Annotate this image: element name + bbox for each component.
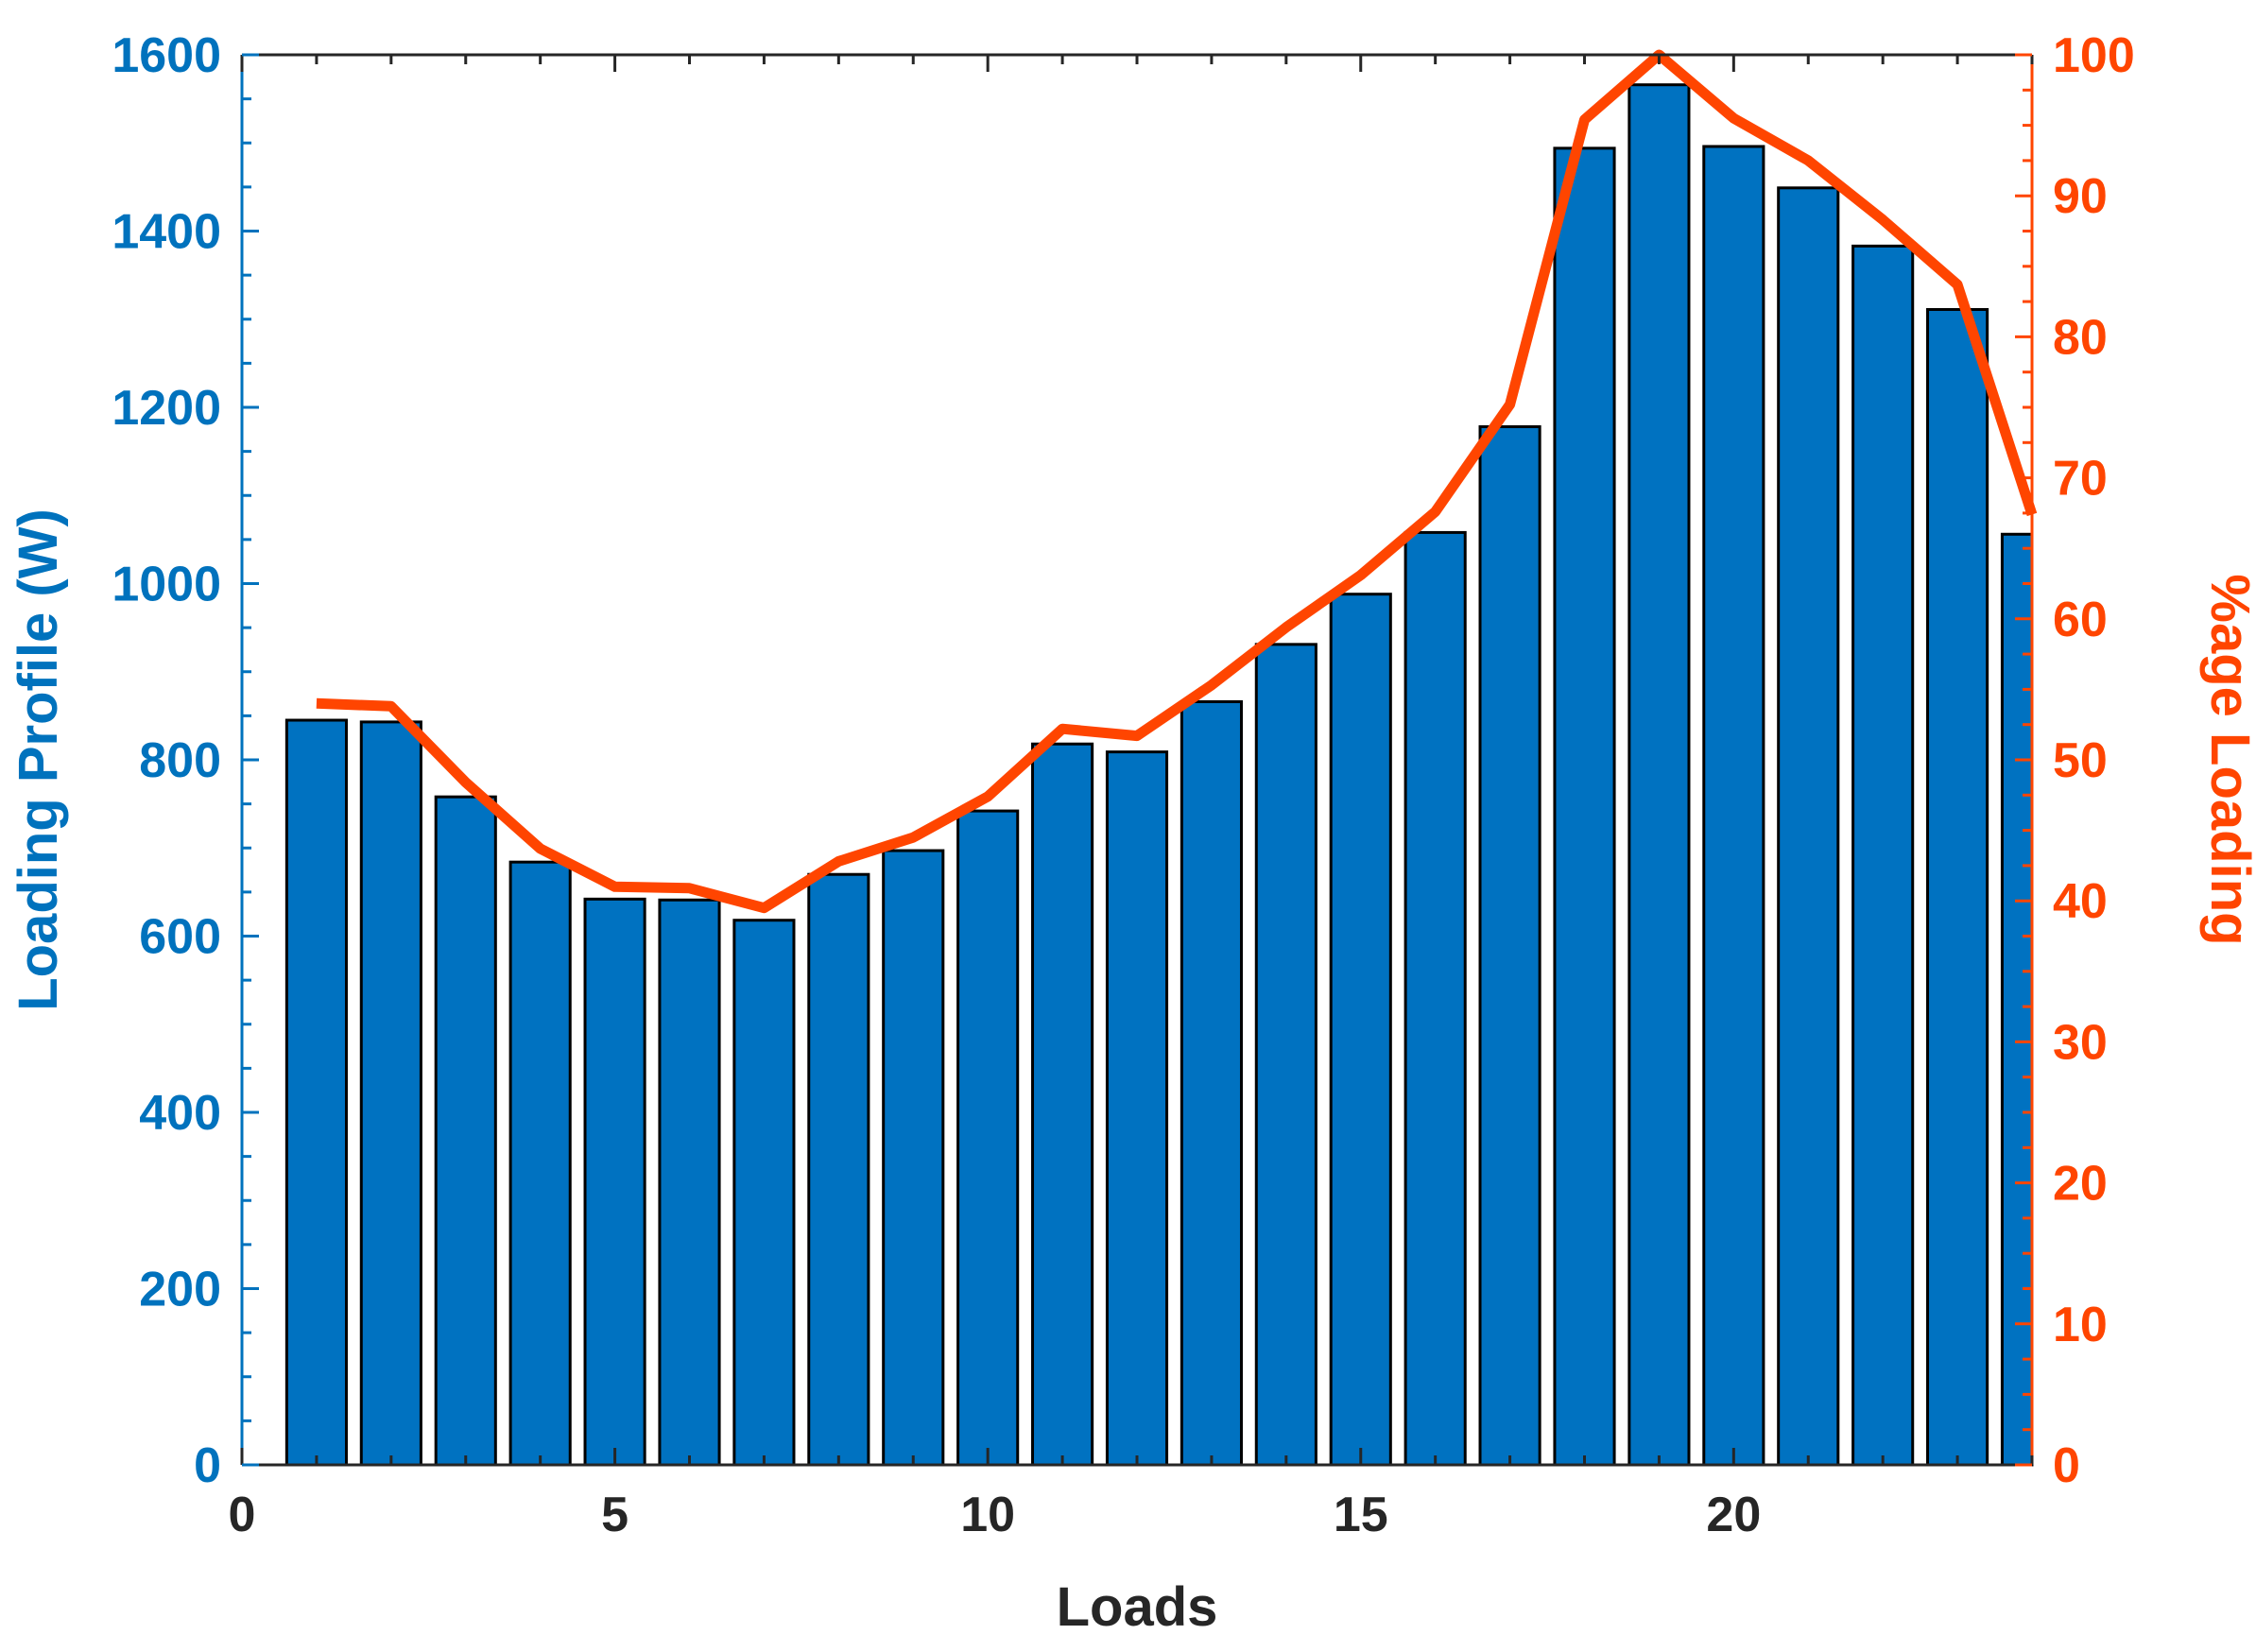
left-y-tick-label: 0 bbox=[194, 1438, 221, 1493]
right-y-tick-label: 20 bbox=[2053, 1157, 2108, 1212]
right-y-tick-label: 30 bbox=[2053, 1015, 2108, 1070]
bar-3 bbox=[434, 795, 497, 1467]
x-axis-title: Loads bbox=[1057, 1576, 1218, 1638]
bar-series bbox=[284, 83, 2034, 1467]
bar-18 bbox=[1553, 146, 1616, 1467]
right-y-tick-label: 40 bbox=[2053, 874, 2108, 929]
bar-22 bbox=[1851, 244, 1915, 1467]
x-tick-label: 5 bbox=[601, 1488, 629, 1542]
bar-4 bbox=[508, 860, 572, 1467]
bar-8 bbox=[807, 872, 870, 1467]
bar-2 bbox=[359, 720, 422, 1467]
bar-21 bbox=[1777, 186, 1840, 1467]
right-y-tick-label: 80 bbox=[2053, 310, 2108, 365]
bar-13 bbox=[1180, 699, 1243, 1467]
bar-7 bbox=[732, 919, 796, 1467]
bar-9 bbox=[882, 849, 945, 1467]
bar-5 bbox=[583, 897, 646, 1467]
left-y-tick-label: 600 bbox=[139, 910, 221, 965]
left-y-axis-title: Loading Profile (W) bbox=[8, 508, 69, 1011]
left-y-tick-label: 1600 bbox=[112, 28, 221, 83]
bar-17 bbox=[1478, 425, 1541, 1467]
right-y-tick-label: 50 bbox=[2053, 733, 2108, 788]
bar-19 bbox=[1627, 83, 1691, 1467]
bar-11 bbox=[1031, 742, 1094, 1467]
left-y-tick-label: 800 bbox=[139, 733, 221, 788]
right-y-tick-label: 90 bbox=[2053, 169, 2108, 224]
bar-16 bbox=[1404, 530, 1467, 1467]
bar-1 bbox=[284, 718, 348, 1467]
bar-6 bbox=[658, 898, 721, 1467]
right-y-tick-label: 70 bbox=[2053, 452, 2108, 507]
bar-20 bbox=[1702, 145, 1765, 1467]
bar-10 bbox=[956, 809, 1020, 1467]
x-tick-label: 0 bbox=[229, 1488, 256, 1542]
right-y-tick-label: 0 bbox=[2053, 1438, 2080, 1493]
right-y-axis-title: %age Loading bbox=[2199, 574, 2256, 945]
x-tick-label: 20 bbox=[1706, 1488, 1761, 1542]
right-y-tick-label: 60 bbox=[2053, 593, 2108, 647]
right-y-tick-label: 10 bbox=[2053, 1298, 2108, 1352]
left-y-tick-label: 200 bbox=[139, 1263, 221, 1317]
x-tick-label: 15 bbox=[1334, 1488, 1388, 1542]
bar-15 bbox=[1329, 593, 1392, 1467]
bar-12 bbox=[1105, 750, 1169, 1467]
left-y-tick-label: 1200 bbox=[112, 381, 221, 436]
axes: 0 5 10 15 2002004006008001000120014001600010… bbox=[112, 28, 2134, 1542]
left-y-tick-label: 1000 bbox=[112, 558, 221, 612]
left-y-tick-label: 1400 bbox=[112, 205, 221, 260]
right-y-tick-label: 100 bbox=[2053, 28, 2135, 83]
bar-23 bbox=[1926, 307, 1989, 1467]
left-y-tick-label: 400 bbox=[139, 1086, 221, 1141]
x-tick-label: 10 bbox=[960, 1488, 1015, 1542]
percent-loading-line bbox=[316, 49, 2038, 914]
bar-14 bbox=[1254, 643, 1317, 1467]
line-series bbox=[316, 49, 2038, 914]
